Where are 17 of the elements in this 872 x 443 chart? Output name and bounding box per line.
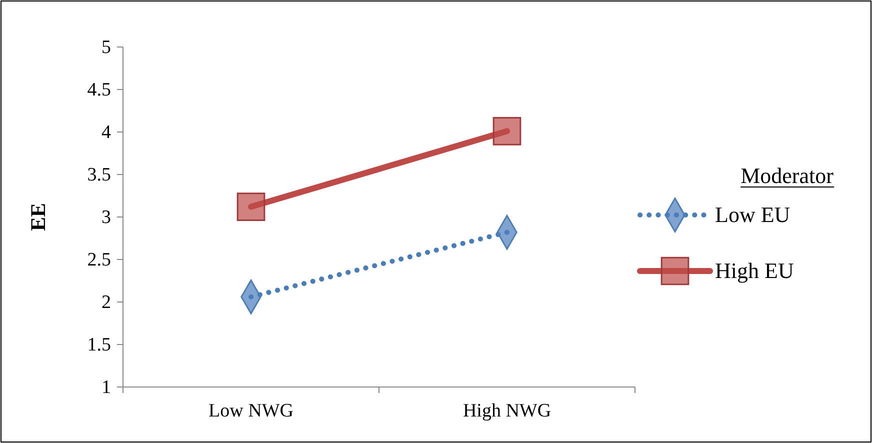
y-tick-label: 2.5	[87, 250, 111, 271]
x-tick-label: High NWG	[462, 400, 552, 422]
y-axis-title: EE	[26, 202, 50, 232]
legend-title: Moderator	[740, 163, 834, 188]
point	[236, 192, 266, 221]
y-tick-label: 5	[102, 37, 111, 58]
legend-label: Low EU	[715, 202, 790, 227]
point	[492, 116, 522, 146]
x-tick-label: Low NWG	[208, 400, 294, 422]
y-tick-label: 1.5	[87, 334, 111, 356]
y-tick-label: 3	[102, 207, 111, 228]
y-tick-label: 1	[102, 377, 111, 398]
y-tick-label: 4.5	[87, 80, 111, 101]
y-tick-label: 4	[102, 122, 112, 144]
y-tick-label: 3.5	[87, 164, 111, 186]
y-tick-label: 2	[102, 292, 111, 314]
legend-label: High EU	[715, 258, 794, 283]
